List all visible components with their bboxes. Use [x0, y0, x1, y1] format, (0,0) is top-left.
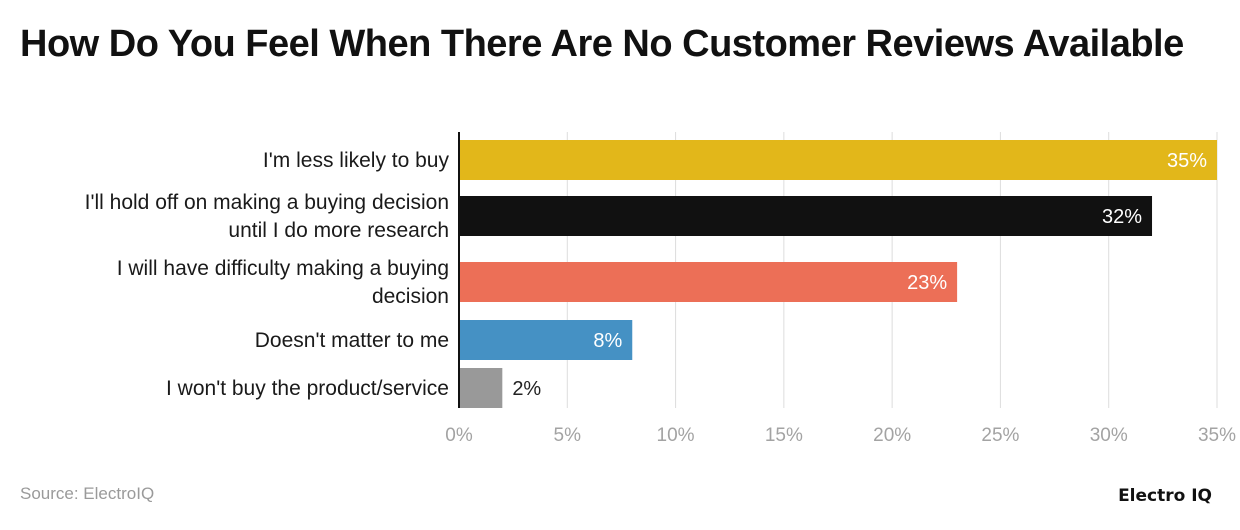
source-note: Source: ElectroIQ: [20, 484, 155, 503]
bar-value-label: 23%: [907, 272, 947, 294]
bar: [459, 320, 633, 360]
bar-value-label: 32%: [1102, 206, 1142, 228]
category-label-line: I will have difficulty making a buying: [117, 257, 449, 280]
bar-value-label: 8%: [593, 330, 622, 352]
x-tick-label: 35%: [1198, 425, 1236, 446]
category-label-line: Doesn't matter to me: [255, 329, 449, 352]
chart-title: How Do You Feel When There Are No Custom…: [20, 23, 1184, 65]
category-label: Doesn't matter to me: [255, 329, 449, 352]
x-tick-label: 15%: [765, 425, 803, 446]
bar: [459, 196, 1153, 236]
category-label: I won't buy the product/service: [166, 377, 449, 400]
x-tick-label: 0%: [445, 425, 473, 446]
bar: [459, 262, 958, 302]
x-tick-label: 20%: [873, 425, 911, 446]
bar-chart: 0% 5% 10% 15% 20% 25% 30% 35% 35% 32% 23% 8% 2% I'm l…: [85, 132, 1236, 446]
x-tick-label: 25%: [981, 425, 1019, 446]
category-label-line: until I do more research: [228, 219, 449, 242]
brand-logo: Electro IQ: [1118, 486, 1212, 506]
category-label-line: decision: [372, 285, 449, 308]
category-label: I'm less likely to buy: [263, 149, 450, 172]
bar-value-label: 35%: [1167, 150, 1207, 172]
category-label: I will have difficulty making a buying de…: [117, 257, 449, 308]
x-tick-label: 5%: [554, 425, 582, 446]
category-label-line: I'll hold off on making a buying decisio…: [85, 191, 449, 214]
bar-value-label: 2%: [512, 378, 541, 400]
x-tick-label: 10%: [657, 425, 695, 446]
bar: [459, 140, 1217, 180]
category-label-line: I'm less likely to buy: [263, 149, 450, 172]
bar: [459, 368, 503, 408]
category-label-line: I won't buy the product/service: [166, 377, 449, 400]
category-label: I'll hold off on making a buying decisio…: [85, 191, 449, 242]
x-tick-label: 30%: [1090, 425, 1128, 446]
